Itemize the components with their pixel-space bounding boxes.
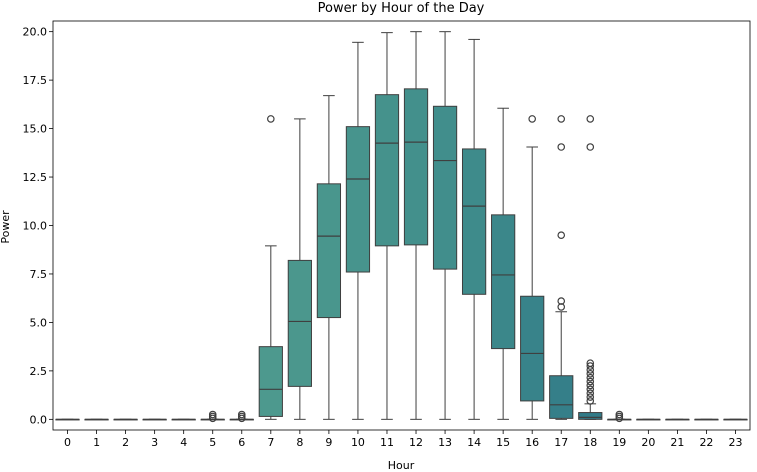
- box-hour-12: [403, 31, 429, 420]
- x-tick-label: 10: [351, 436, 365, 449]
- x-tick-label: 23: [728, 436, 742, 449]
- outlier-point: [586, 377, 595, 386]
- box-hour-14: [461, 38, 487, 420]
- box-hour-21: [665, 418, 690, 421]
- box-iqr: [549, 375, 574, 419]
- outlier-point: [586, 359, 595, 367]
- y-tick-label: 12.5: [23, 171, 48, 184]
- x-tick-label: 3: [151, 436, 158, 449]
- box-hour-22: [694, 418, 719, 421]
- x-tick-label: 16: [525, 436, 539, 449]
- outlier-point: [586, 393, 595, 401]
- box-hour-11: [374, 32, 400, 420]
- x-tick-label: 0: [64, 436, 71, 449]
- outlier-point: [237, 410, 246, 419]
- x-tick-label: 21: [670, 436, 684, 449]
- outlier-point: [267, 115, 275, 123]
- outlier-point: [586, 373, 595, 382]
- box-hour-7: [258, 115, 283, 420]
- box-hour-19: [607, 410, 632, 423]
- box-iqr: [491, 214, 516, 350]
- y-tick-label: 20.0: [23, 26, 48, 39]
- x-tick-label: 11: [380, 436, 394, 449]
- outlier-point: [615, 410, 624, 419]
- box-iqr: [578, 412, 603, 420]
- box-iqr: [432, 105, 458, 270]
- x-tick-label: 4: [180, 436, 187, 449]
- x-tick-label: 6: [238, 436, 245, 449]
- outlier-point: [208, 410, 217, 419]
- box-iqr: [345, 126, 371, 273]
- outlier-point: [586, 369, 595, 378]
- box-iqr: [316, 183, 342, 319]
- x-tick-label: 20: [641, 436, 655, 449]
- outlier-point: [586, 381, 595, 390]
- outlier-point: [557, 231, 566, 239]
- x-tick-label: 8: [296, 436, 303, 449]
- x-tick-label: 12: [409, 436, 423, 449]
- x-tick-label: 1: [93, 436, 100, 449]
- x-tick-label: 14: [467, 436, 481, 449]
- x-tick-label: 13: [438, 436, 452, 449]
- x-tick-label: 15: [496, 436, 510, 449]
- box-hour-2: [113, 418, 138, 421]
- plot-area: [55, 31, 748, 423]
- x-tick-label: 7: [267, 436, 274, 449]
- box-hour-3: [142, 418, 167, 421]
- outlier-point: [586, 389, 595, 397]
- outlier-point: [528, 115, 536, 123]
- y-tick-label: 7.5: [30, 268, 48, 281]
- box-iqr: [287, 259, 312, 387]
- y-tick-label: 10.0: [23, 220, 48, 233]
- box-hour-8: [287, 118, 312, 420]
- box-hour-10: [345, 41, 371, 420]
- x-tick-label: 19: [612, 436, 626, 449]
- outlier-point: [586, 115, 595, 123]
- box-hour-15: [491, 107, 516, 420]
- outlier-point: [586, 362, 595, 370]
- y-tick-label: 2.5: [30, 365, 48, 378]
- box-hour-9: [316, 95, 342, 420]
- outlier-point: [557, 143, 566, 151]
- plot-frame: [52, 20, 751, 431]
- outlier-point: [557, 297, 566, 305]
- x-tick-label: 2: [122, 436, 129, 449]
- y-tick-label: 5.0: [30, 316, 48, 329]
- outlier-point: [586, 143, 595, 151]
- box-hour-16: [520, 115, 545, 420]
- box-hour-1: [84, 418, 109, 421]
- outlier-point: [586, 385, 595, 394]
- box-hour-23: [723, 418, 748, 421]
- x-tick-label: 9: [325, 436, 332, 449]
- y-tick-label: 17.5: [23, 74, 48, 87]
- y-tick-label: 0.0: [30, 413, 48, 426]
- box-hour-17: [549, 115, 574, 420]
- y-axis: 0.0 2.5 5.0 7.5 10.0 12.5 15.0 17.5 20.0: [23, 26, 53, 426]
- chart-title: Power by Hour of the Day: [318, 1, 485, 16]
- x-tick-label: 5: [209, 436, 216, 449]
- box-hour-20: [636, 418, 661, 421]
- x-tick-label: 17: [554, 436, 568, 449]
- box-iqr: [520, 295, 545, 402]
- y-tick-label: 15.0: [23, 123, 48, 136]
- x-axis-label: Hour: [388, 459, 415, 472]
- box-hour-6: [229, 410, 254, 423]
- box-iqr: [461, 148, 487, 295]
- box-hour-18: [578, 115, 603, 420]
- outlier-point: [557, 115, 566, 123]
- box-hour-4: [171, 418, 196, 421]
- box-iqr: [258, 346, 283, 417]
- box-iqr: [403, 88, 429, 246]
- box-hour-5: [200, 410, 225, 423]
- x-axis: 0 1 2 3 4 5 6 7 8 9 10 11 12 13 14 15 16 17 18 19 20 21 22 23: [64, 430, 742, 449]
- box-iqr: [374, 94, 400, 247]
- box-hour-0: [55, 418, 80, 421]
- outlier-point: [586, 397, 595, 405]
- x-tick-label: 22: [699, 436, 713, 449]
- box-hour-13: [432, 31, 458, 420]
- y-axis-label: Power: [0, 210, 12, 244]
- x-tick-label: 18: [583, 436, 597, 449]
